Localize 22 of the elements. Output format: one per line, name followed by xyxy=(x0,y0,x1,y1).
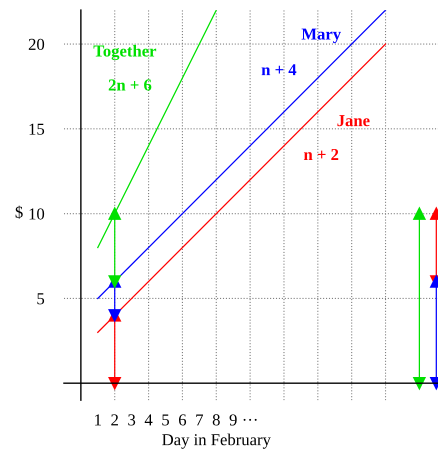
y-tick-label: 15 xyxy=(30,124,44,135)
x-tick-label: 3 xyxy=(128,414,136,426)
annotation: 2n + 6 xyxy=(108,79,152,91)
x-tick-label: 8 xyxy=(212,414,220,426)
x-tick-label: 1 xyxy=(95,414,101,426)
series-label: Mary xyxy=(302,28,341,44)
x-tick-label: 7 xyxy=(196,414,204,426)
x-tick-label: 9 xyxy=(230,414,237,426)
x-tick-label: 6 xyxy=(178,414,186,426)
y-tick-label: 20 xyxy=(28,38,44,50)
annotation: n + 4 xyxy=(262,64,296,76)
series-label: Together xyxy=(94,44,156,60)
annotation: n + 2 xyxy=(304,148,338,160)
series-label: Jane xyxy=(337,115,370,126)
x-tick-label: 4 xyxy=(144,414,152,426)
x-tick-label: ··· xyxy=(244,418,257,421)
x-axis-title: Day in February xyxy=(162,434,271,449)
y-tick-label: 5 xyxy=(37,293,44,304)
x-tick-label: 2 xyxy=(111,414,118,426)
y-tick-label: 10 xyxy=(30,208,44,220)
y-axis-title: $ xyxy=(16,206,23,219)
x-tick-label: 5 xyxy=(162,414,170,426)
